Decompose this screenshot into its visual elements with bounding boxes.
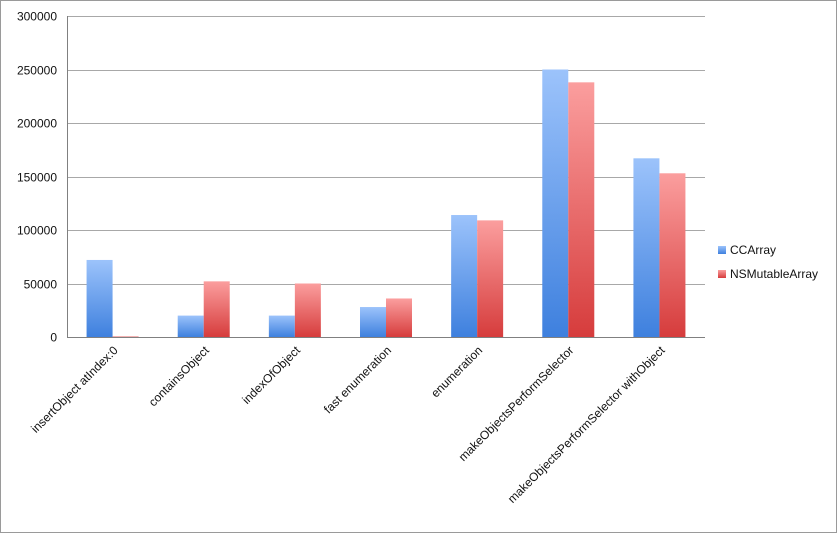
bar-nsmutablearray [203, 281, 230, 337]
x-category-label: containsObject [146, 343, 212, 409]
bar-ccarray [633, 158, 660, 337]
bar-nsmutablearray [294, 283, 321, 337]
bar-nsmutablearray [386, 298, 412, 337]
y-tick-label: 0 [50, 331, 57, 345]
bar-ccarray [268, 315, 295, 337]
y-tick-label: 50000 [24, 278, 58, 292]
bar-nsmutablearray [112, 336, 139, 337]
bar-nsmutablearray [477, 220, 504, 337]
bar-nsmutablearray [659, 173, 686, 337]
x-category-label: insertObject atIndex:0 [28, 343, 121, 436]
y-tick-label: 200000 [17, 117, 57, 131]
bar-ccarray [177, 315, 204, 337]
x-category-label: makeObjectsPerformSelector withObject [505, 343, 668, 506]
y-tick-label: 100000 [17, 224, 57, 238]
bar-ccarray [542, 69, 569, 337]
x-category-label: indexOfObject [239, 343, 303, 407]
bar-ccarray [451, 215, 478, 337]
legend-label: NSMutableArray [730, 267, 818, 281]
bar-ccarray [86, 259, 113, 337]
legend-swatch-nsmutablearray [718, 270, 726, 278]
bar-nsmutablearray [568, 82, 595, 337]
x-category-label: enumeration [428, 343, 485, 400]
y-tick-label: 250000 [17, 64, 57, 78]
legend-swatch-ccarray [718, 246, 726, 254]
y-tick-label: 150000 [17, 171, 57, 185]
legend-label: CCArray [730, 243, 776, 257]
bar-ccarray [360, 307, 386, 337]
y-tick-label: 300000 [17, 10, 57, 24]
x-category-label: fast enumeration [321, 343, 394, 416]
